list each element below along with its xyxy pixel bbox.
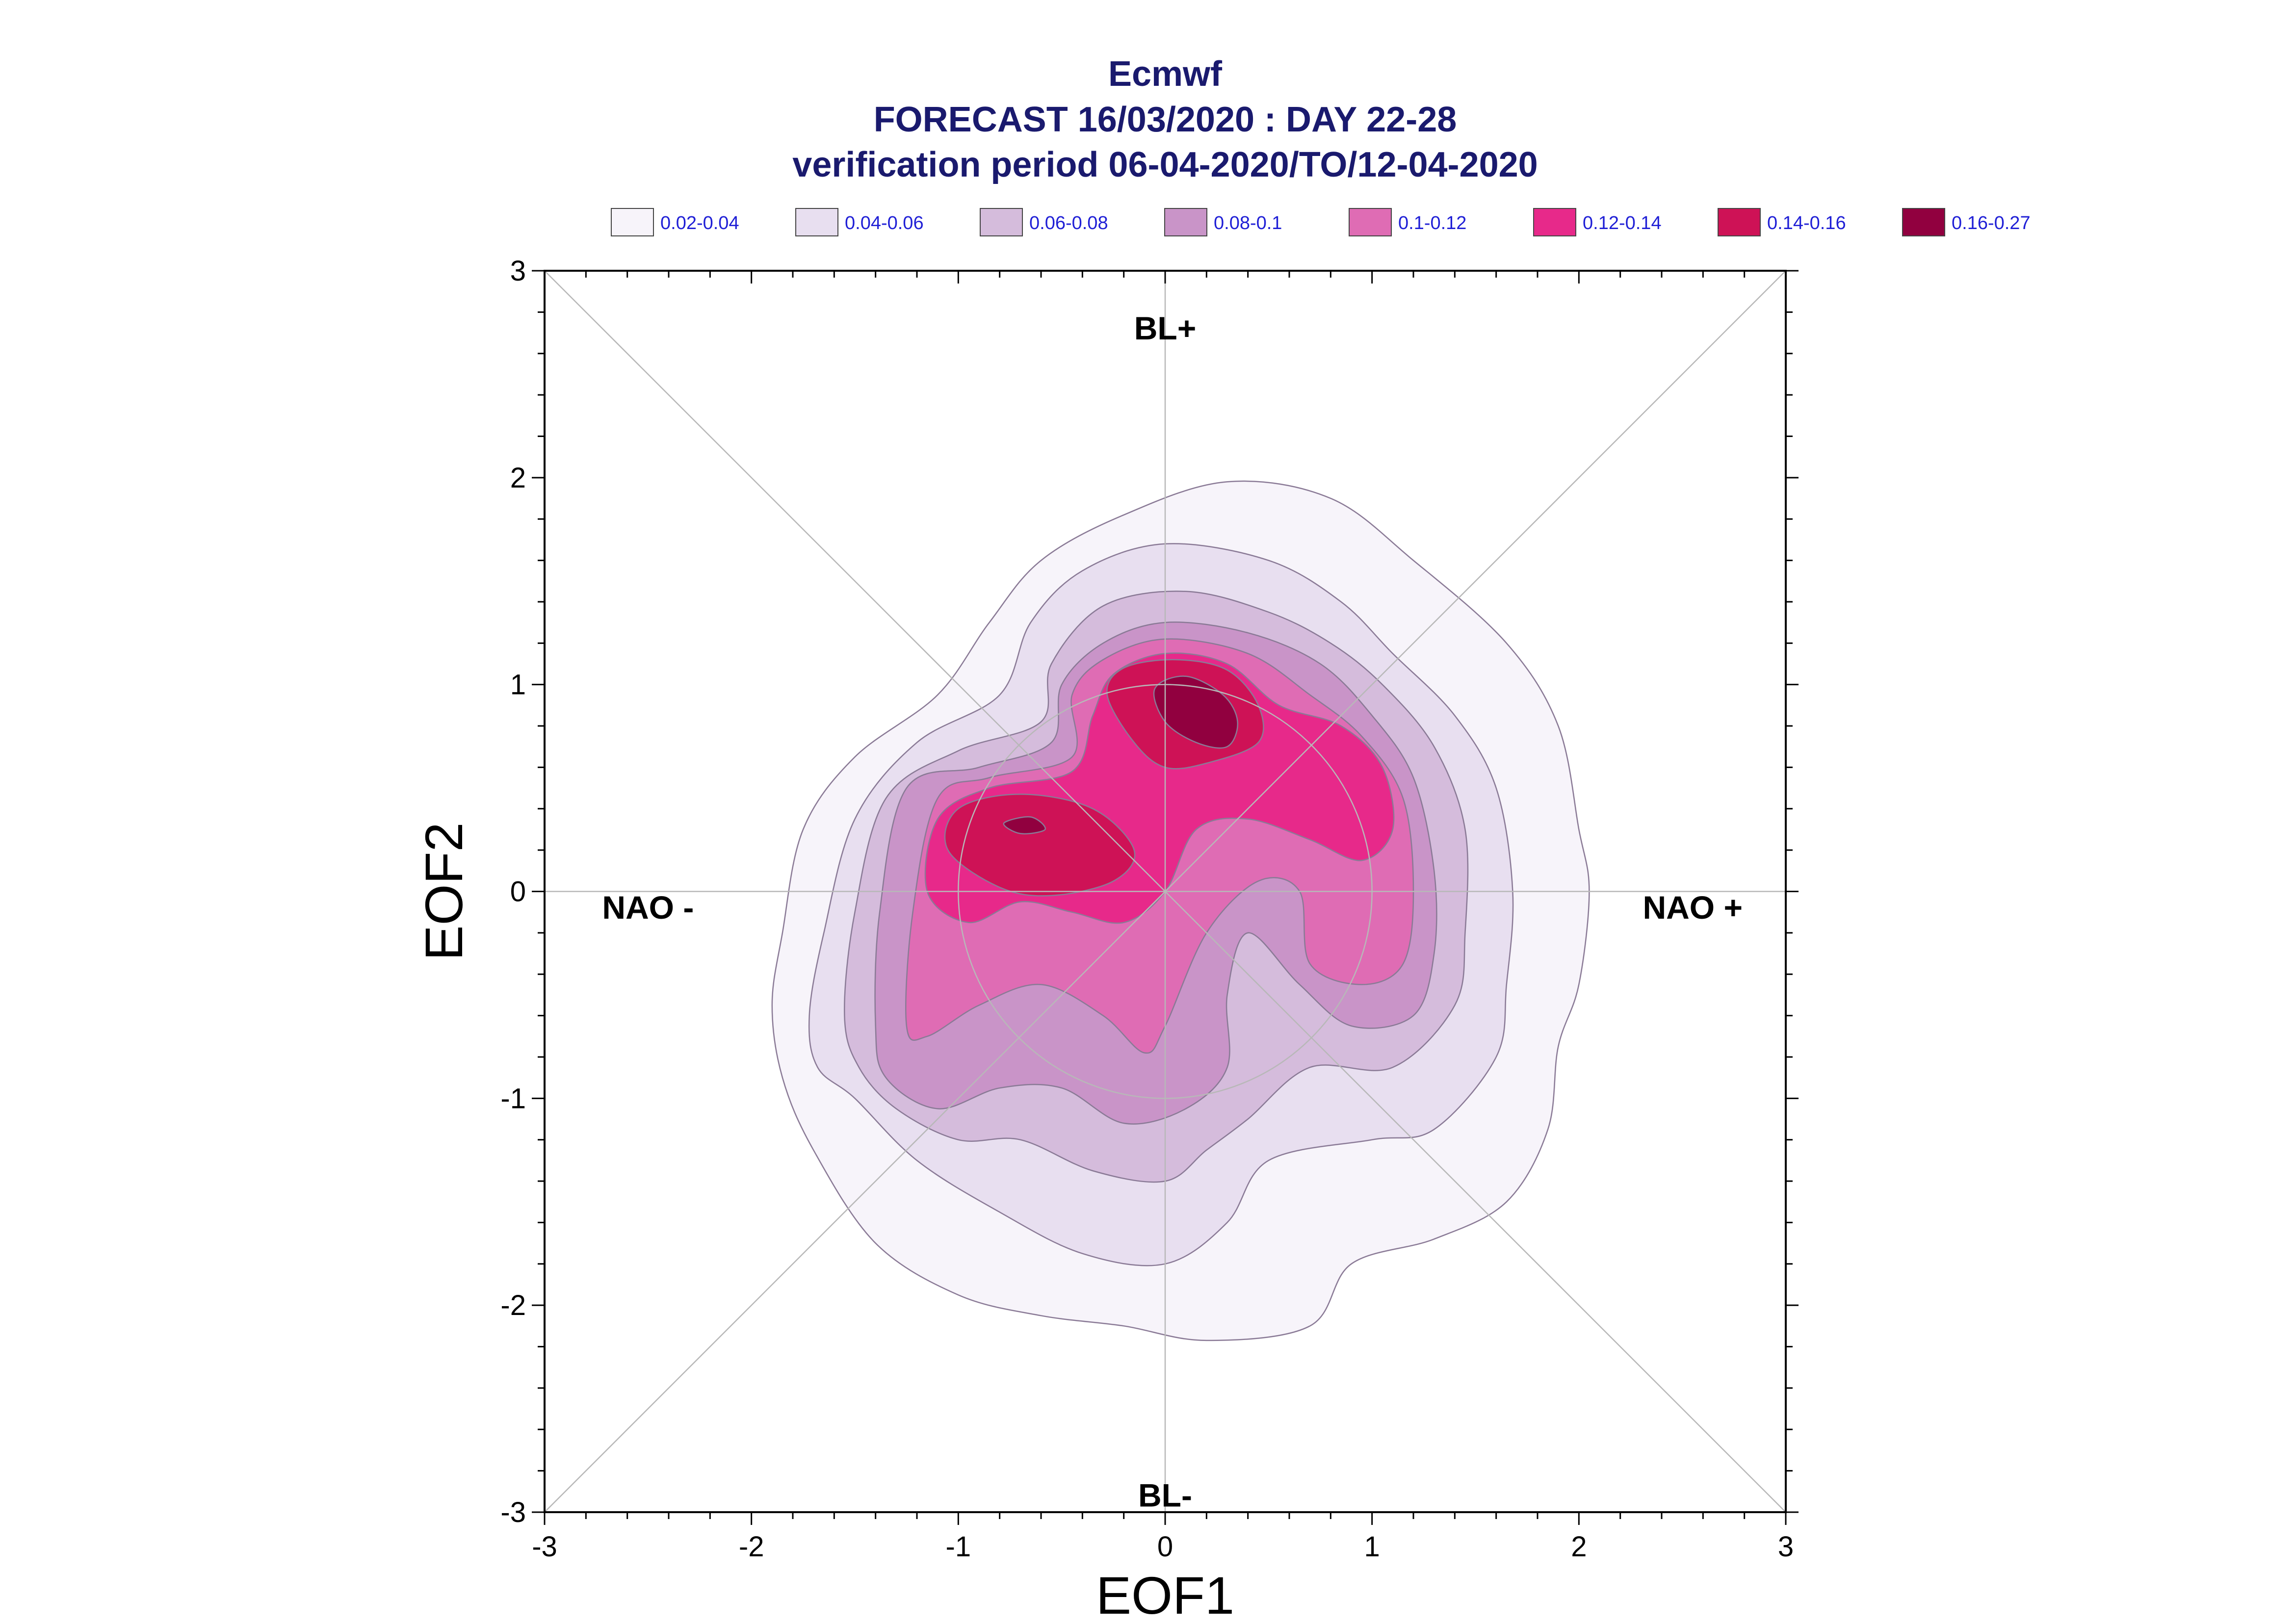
legend-swatch-4 [1164, 208, 1207, 236]
legend-swatch-6 [1533, 208, 1576, 236]
x-tick-label-5: 1 [1364, 1531, 1380, 1563]
chart-title: Ecmwf FORECAST 16/03/2020 : DAY 22-28 veri… [792, 54, 1538, 184]
legend-label-4: 0.08-0.1 [1214, 213, 1282, 233]
y-tick-label-1: -3 [500, 1496, 526, 1528]
title-line-1: Ecmwf [1108, 54, 1223, 94]
y-tick-label-4: 0 [510, 876, 526, 908]
legend-label-1: 0.02-0.04 [660, 213, 739, 233]
title-line-3: verification period 06-04-2020/TO/12-04-… [792, 145, 1538, 184]
legend-label-2: 0.04-0.06 [845, 213, 924, 233]
plot-area: BL+ BL- NAO - NAO + -3 -2 -1 0 1 2 3 -3 -2 -1 0 1 2 3 [500, 255, 1799, 1563]
legend-swatch-1 [611, 208, 654, 236]
legend-swatch-7 [1718, 208, 1761, 236]
x-tick-label-2: -2 [739, 1531, 764, 1563]
x-tick-label-4: 0 [1157, 1531, 1173, 1563]
y-tick-label-3: -1 [500, 1083, 526, 1114]
guide-lines [544, 270, 1786, 1513]
legend-label-6: 0.12-0.14 [1583, 213, 1662, 233]
reference-circle [958, 684, 1373, 1099]
y-tick-label-6: 2 [510, 462, 526, 494]
legend-label-8: 0.16-0.27 [1952, 213, 2031, 233]
contour-level-8-10 [1153, 675, 1238, 749]
legend-swatch-3 [980, 208, 1023, 236]
legend-label-3: 0.06-0.08 [1029, 213, 1108, 233]
regime-label-3: NAO - [602, 889, 694, 926]
contour-level-8-9 [1003, 816, 1046, 835]
title-line-2: FORECAST 16/03/2020 : DAY 22-28 [874, 100, 1457, 139]
x-tick-label-6: 2 [1571, 1531, 1587, 1563]
regime-label-4: NAO + [1643, 889, 1743, 926]
y-tick-label-5: 1 [510, 669, 526, 701]
x-tick-label-7: 3 [1778, 1531, 1794, 1563]
legend-swatch-8 [1902, 208, 1945, 236]
regime-label-1: BL+ [1134, 310, 1197, 346]
x-axis-title: EOF1 [1096, 1566, 1234, 1624]
contour-fills [771, 480, 1590, 1341]
legend: 0.02-0.04 0.04-0.06 0.06-0.08 0.08-0.1 0.1-0… [611, 208, 2031, 236]
x-tick-label-1: -3 [532, 1531, 557, 1563]
y-axis-title: EOF2 [414, 822, 473, 960]
legend-swatch-5 [1349, 208, 1392, 236]
regime-labels: BL+ BL- NAO - NAO + [602, 310, 1743, 1513]
x-tick-label-3: -1 [946, 1531, 971, 1563]
axes: -3 -2 -1 0 1 2 3 -3 -2 -1 0 1 2 3 [500, 255, 1799, 1563]
y-tick-label-7: 3 [510, 255, 526, 287]
contour-level-7-7 [944, 793, 1136, 897]
y-tick-label-2: -2 [500, 1289, 526, 1321]
legend-swatch-2 [795, 208, 838, 236]
regime-label-2: BL- [1138, 1477, 1192, 1513]
legend-label-5: 0.1-0.12 [1398, 213, 1466, 233]
legend-label-7: 0.14-0.16 [1767, 213, 1846, 233]
